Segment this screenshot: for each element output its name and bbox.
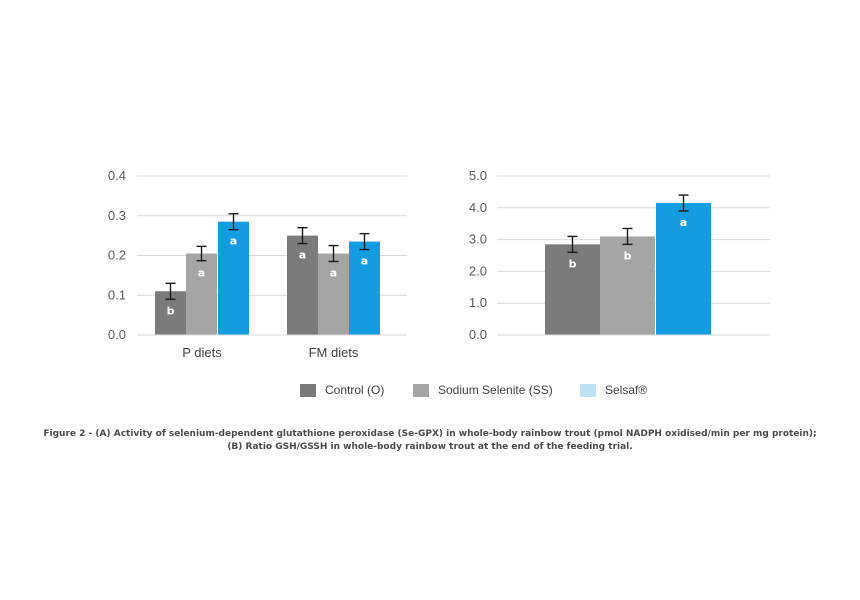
legend: Control (O) Sodium Selenite (SS) Selsaf® xyxy=(0,383,860,403)
chart-b-bar xyxy=(545,244,600,335)
chart-a-y-tick-label: 0.0 xyxy=(108,327,126,342)
chart-b-gsh-gssh-ratio: 0.0 1.0 2.0 3.0 4.0 5.0 b b a xyxy=(469,168,770,342)
legend-swatch-control xyxy=(300,383,316,397)
chart-a-bar xyxy=(186,253,217,335)
figure-charts: 0.0 0.1 0.2 0.3 0.4 b a a a a a P diets FM diets 0.0… xyxy=(108,168,770,360)
chart-a-significance-letter: a xyxy=(361,255,368,268)
chart-a-bar xyxy=(218,221,249,335)
chart-a-significance-letter: a xyxy=(230,235,237,248)
chart-b-significance-letter: b xyxy=(569,257,577,270)
legend-item-control: Control (O) xyxy=(300,383,384,397)
chart-a-significance-letter: a xyxy=(198,267,205,280)
chart-a-se-gpx-activity: 0.0 0.1 0.2 0.3 0.4 b a a a a a P diets FM diets xyxy=(108,168,407,360)
chart-a-bar xyxy=(318,253,349,335)
chart-b-y-tick-label: 5.0 xyxy=(469,168,487,183)
chart-b-y-tick-label: 2.0 xyxy=(469,263,487,278)
chart-a-significance-letter: a xyxy=(299,249,306,262)
chart-b-y-tick-label: 0.0 xyxy=(469,327,487,342)
legend-label-control: Control (O) xyxy=(325,383,385,397)
chart-b-y-tick-label: 3.0 xyxy=(469,232,487,247)
chart-a-y-tick-label: 0.2 xyxy=(108,248,126,263)
chart-a-y-tick-label: 0.3 xyxy=(108,208,126,223)
chart-a-y-tick-label: 0.4 xyxy=(108,168,126,183)
chart-b-significance-letter: a xyxy=(680,216,687,229)
legend-item-sodium-selenite: Sodium Selenite (SS) xyxy=(413,383,553,397)
chart-a-bar xyxy=(349,241,380,335)
chart-b-y-tick-label: 4.0 xyxy=(469,200,487,215)
chart-b-bar xyxy=(656,203,711,335)
chart-a-bar xyxy=(287,235,318,335)
legend-label-sodium-selenite: Sodium Selenite (SS) xyxy=(438,383,553,397)
caption-line-2: (B) Ratio GSH/GSSH in whole-body rainbow… xyxy=(227,442,633,452)
legend-swatch-selsaf xyxy=(580,383,596,397)
chart-a-category-label: P diets xyxy=(182,345,222,360)
chart-b-significance-letter: b xyxy=(624,249,632,262)
legend-item-selsaf: Selsaf® xyxy=(580,383,647,397)
chart-b-bar xyxy=(600,236,655,335)
legend-label-selsaf: Selsaf® xyxy=(605,383,648,397)
chart-a-significance-letter: b xyxy=(167,304,175,317)
legend-swatch-sodium-selenite xyxy=(413,383,429,397)
chart-a-category-label: FM diets xyxy=(309,345,359,360)
chart-a-significance-letter: a xyxy=(330,267,337,280)
caption-line-1: Figure 2 - (A) Activity of selenium-depe… xyxy=(43,429,817,439)
figure-caption: Figure 2 - (A) Activity of selenium-depe… xyxy=(0,428,860,454)
chart-b-y-tick-label: 1.0 xyxy=(469,295,487,310)
chart-a-y-tick-label: 0.1 xyxy=(108,287,126,302)
